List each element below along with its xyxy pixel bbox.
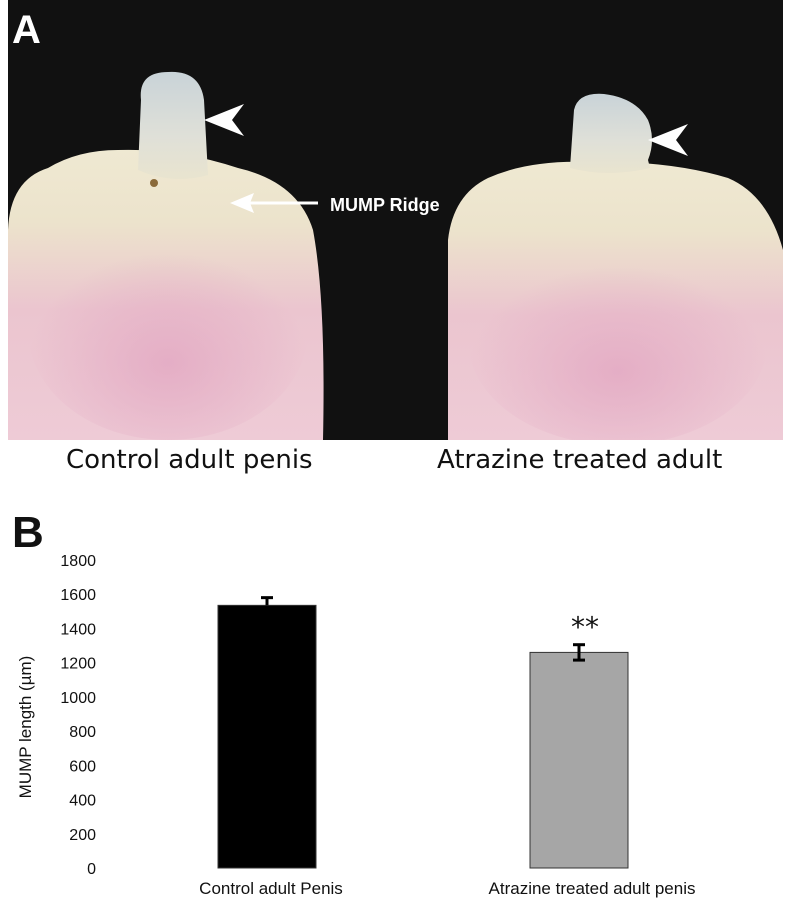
significance-markers: ** — [571, 611, 599, 644]
y-tick-label: 1000 — [60, 690, 96, 707]
significance-marker: ** — [571, 611, 599, 644]
control-specimen — [8, 71, 324, 440]
atrazine-caption: Atrazine treated adult — [437, 445, 723, 475]
panel-a-label: A — [12, 8, 41, 52]
y-axis: 0 200 400 600 800 1000 1200 1400 1600 1800 — [60, 553, 96, 878]
bars-group — [217, 604, 629, 869]
y-tick-label: 800 — [69, 724, 96, 741]
bar-atrazine — [529, 651, 629, 869]
mump-ridge-label: MUMP Ridge — [330, 195, 440, 215]
y-tick-label: 1200 — [60, 656, 96, 673]
y-tick-label: 600 — [69, 758, 96, 775]
arrowhead-icon — [204, 104, 244, 136]
y-tick-label: 400 — [69, 793, 96, 810]
control-caption: Control adult penis — [66, 445, 313, 475]
bar-control — [217, 604, 317, 869]
atrazine-mump — [570, 93, 652, 173]
y-tick-label: 0 — [87, 861, 96, 878]
y-tick-label: 200 — [69, 827, 96, 844]
arrowhead-icon — [648, 124, 688, 156]
specimen-photo: MUMP Ridge — [8, 0, 783, 440]
x-category-label: Atrazine treated adult penis — [489, 879, 696, 898]
arrow-icon — [230, 193, 318, 213]
y-tick-label: 1600 — [60, 587, 96, 604]
panel-b-label: B — [12, 508, 44, 557]
bar-chart: 0 200 400 600 800 1000 1200 1400 1600 1800 MUMP l… — [16, 553, 695, 898]
control-mump — [138, 71, 208, 179]
x-category-label: Control adult Penis — [199, 879, 343, 898]
x-axis-labels: Control adult Penis Atrazine treated adul… — [199, 879, 695, 898]
y-axis-title: MUMP length (µm) — [16, 656, 35, 799]
y-tick-label: 1800 — [60, 553, 96, 570]
atrazine-specimen — [448, 93, 783, 440]
error-bars-group — [261, 596, 585, 662]
y-tick-label: 1400 — [60, 621, 96, 638]
